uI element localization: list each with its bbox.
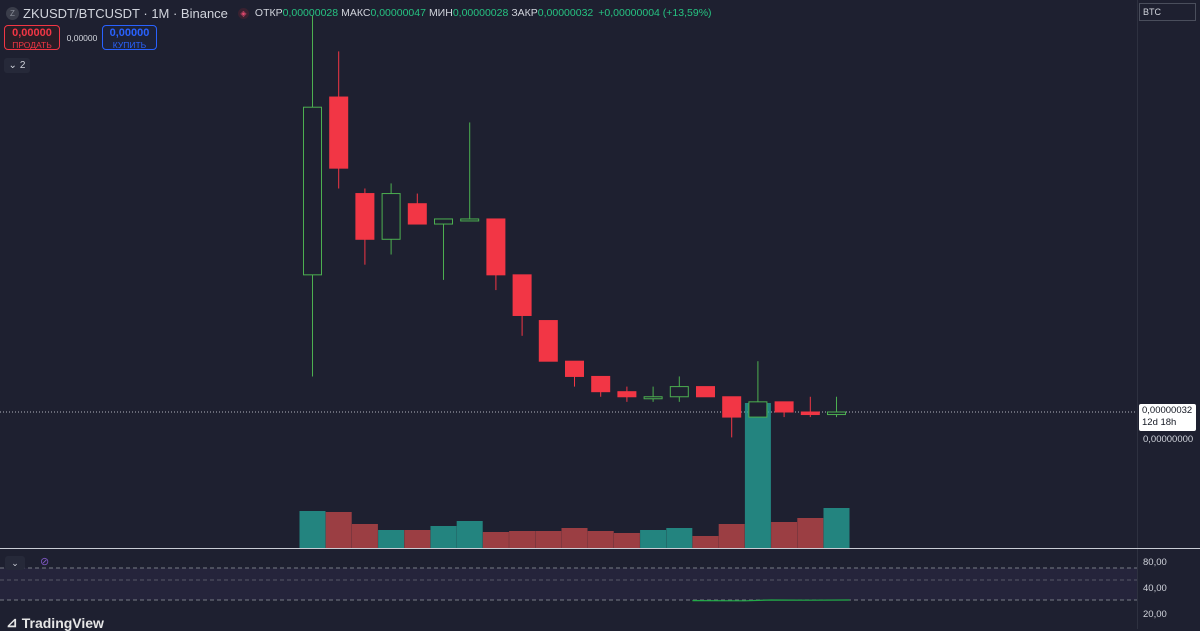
chart-header: Z ZKUSDT/BTCUSDT · 1M · Binance ◈ ОТКР 0,…	[6, 4, 712, 22]
chart-title[interactable]: ZKUSDT/BTCUSDT · 1M · Binance	[23, 5, 228, 21]
chevron-down-icon: ⌄	[11, 557, 19, 568]
rsi-axis[interactable]	[1137, 549, 1200, 629]
volume-bar	[535, 531, 562, 548]
sell-label: ПРОДАТЬ	[12, 40, 52, 50]
last-price-label: 0,00000032 12d 18h	[1139, 404, 1196, 431]
sell-price: 0,00000	[12, 27, 52, 39]
volume-bar	[744, 403, 771, 548]
volume-bar	[378, 530, 405, 548]
volume-bar	[325, 512, 352, 548]
volume-bar	[456, 521, 483, 548]
last-price-value: 0,00000032	[1142, 405, 1193, 416]
candle-body	[696, 386, 715, 398]
volume-bar	[299, 511, 326, 548]
buy-label: КУПИТЬ	[112, 40, 147, 50]
volume-bar	[482, 532, 509, 548]
chevron-down-icon: ⌄	[8, 60, 17, 71]
rsi-indicator-icon[interactable]: ⊘	[40, 556, 50, 568]
sell-button[interactable]: 0,00000 ПРОДАТЬ	[4, 25, 60, 50]
ohlc-high-value: 0,00000047	[370, 7, 426, 19]
volume-bar	[666, 528, 693, 548]
candle-body	[669, 386, 689, 398]
countdown-value: 12d 18h	[1142, 417, 1177, 428]
rsi-tick-20: 20,00	[1143, 609, 1167, 620]
ohlc-low-value: 0,00000028	[452, 7, 509, 19]
binance-icon[interactable]: ◈	[237, 7, 249, 19]
spread-value: 0,00000	[66, 33, 98, 43]
volume-bar	[797, 518, 824, 548]
volume-bar	[640, 530, 667, 548]
tradingview-icon: ⊿	[6, 614, 18, 630]
candles	[303, 15, 846, 438]
volume-bar	[613, 533, 640, 548]
volume-bars	[299, 403, 850, 548]
candle-body	[748, 401, 768, 418]
tradingview-logo[interactable]: ⊿ TradingView	[6, 614, 104, 631]
chart-area[interactable]	[0, 0, 1137, 548]
candle-body	[591, 375, 611, 393]
candle-body	[512, 274, 532, 316]
candle-body	[827, 411, 846, 416]
rsi-band	[0, 568, 1137, 600]
buy-price: 0,00000	[109, 27, 150, 39]
candle-body	[722, 396, 742, 418]
collapse-indicators-button[interactable]: ⌄ 2	[4, 58, 30, 73]
candle-body	[800, 411, 820, 416]
candle-body	[355, 193, 375, 240]
candle-body	[617, 391, 637, 398]
candle-body	[643, 396, 663, 400]
candle-body	[565, 360, 584, 377]
volume-bar	[718, 524, 745, 548]
volume-bar	[351, 524, 378, 548]
candle-body	[329, 96, 349, 169]
candle-body	[538, 320, 558, 362]
volume-bar	[404, 530, 431, 548]
ohlc-close-key: ЗАКР	[511, 7, 538, 19]
indicator-collapse-button[interactable]: ⌄	[5, 556, 25, 570]
candle-body	[486, 218, 506, 276]
volume-bar	[771, 522, 798, 548]
candle-body	[774, 401, 794, 413]
candle-body	[303, 106, 322, 276]
ohlc-low-key: МИН	[428, 7, 453, 19]
rsi-line	[692, 599, 850, 602]
candle-body	[407, 203, 427, 225]
pane-separator[interactable]	[0, 548, 1200, 549]
tradingview-logo-text: TradingView	[21, 614, 104, 631]
volume-bar	[823, 508, 850, 548]
buy-button[interactable]: 0,00000 КУПИТЬ	[102, 25, 157, 50]
rsi-pane[interactable]	[0, 549, 1137, 629]
volume-bar	[430, 526, 457, 548]
ohlc-change: +0,00000004 (+13,59%)	[598, 7, 712, 19]
ohlc-open-value: 0,00000028	[282, 7, 339, 19]
ohlc-high-key: МАКС	[341, 7, 371, 19]
volume-bar	[561, 528, 588, 548]
indicator-count: 2	[19, 60, 26, 71]
price-tick: 0,00000000	[1143, 434, 1194, 445]
ohlc-open-key: ОТКР	[254, 7, 283, 19]
currency-selector[interactable]: BTC	[1139, 3, 1196, 21]
rsi-polyline	[692, 599, 850, 602]
rsi-tick-40: 40,00	[1143, 583, 1167, 594]
candle-body	[460, 218, 480, 222]
rsi-tick-80: 80,00	[1143, 557, 1167, 568]
ohlc-close-value: 0,00000032	[537, 7, 594, 19]
candle-body	[434, 218, 453, 225]
price-axis[interactable]	[1137, 0, 1200, 548]
symbol-icon[interactable]: Z	[6, 6, 19, 20]
candle-body	[381, 193, 401, 240]
volume-bar	[587, 531, 614, 548]
volume-bar	[692, 536, 719, 548]
volume-bar	[509, 531, 536, 548]
